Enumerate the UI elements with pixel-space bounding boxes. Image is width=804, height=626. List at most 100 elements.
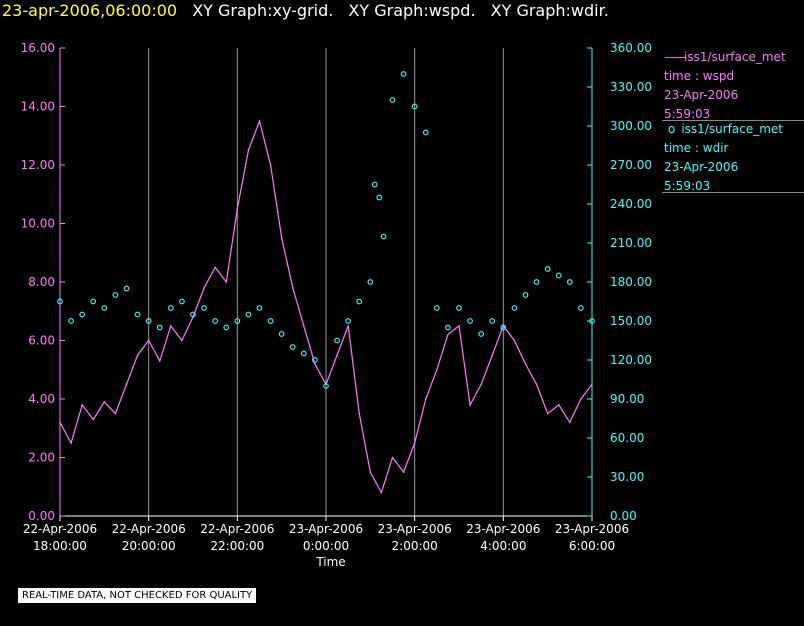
y-right-tick-label: 210.00: [610, 236, 652, 250]
wspd-point: [280, 237, 283, 239]
x-tick-date: 23-Apr-2006: [466, 522, 540, 536]
wdir-point: [179, 298, 185, 305]
x-tick-date: 23-Apr-2006: [378, 522, 452, 536]
x-tick-date: 23-Apr-2006: [289, 522, 363, 536]
wdir-point: [101, 305, 108, 311]
x-tick-time: 0:00:00: [303, 539, 349, 553]
legend-wdir-source: o iss1/surface_met: [668, 122, 783, 136]
wdir-point: [376, 194, 383, 201]
y-left-tick-label: 0.00: [28, 509, 55, 523]
legend-wdir-date: 23-Apr-2006: [664, 160, 739, 174]
wdir-point: [544, 266, 551, 272]
y-right-tick-label: 60.00: [610, 431, 644, 445]
y-right-tick-label: 150.00: [610, 314, 652, 328]
y-right-tick-label: 90.00: [610, 392, 644, 406]
y-right-tick-label: 300.00: [610, 119, 652, 133]
wdir-point: [589, 318, 595, 324]
legend-wdir-vars: time : wdir: [664, 141, 729, 155]
wdir-point: [400, 71, 407, 77]
y-left-tick-label: 8.00: [28, 275, 55, 289]
tick-labels: 22-Apr-2006 18:00:00 22-Apr-2006 20:00:00 22…: [21, 41, 652, 553]
wspd-point: [236, 208, 239, 210]
wdir-point: [389, 97, 396, 103]
y-left-tick-label: 16.00: [21, 41, 55, 55]
wspd-point: [181, 339, 183, 342]
wspd-point: [125, 383, 128, 386]
x-tick-time: 18:00:00: [33, 539, 87, 553]
y-right-tick-label: 330.00: [610, 80, 652, 94]
wdir-point: [445, 324, 451, 331]
legend-wdir-time: 5:59:03: [664, 179, 711, 193]
graph-label-grid: XY Graph:xy-grid.: [192, 1, 334, 20]
wdir-point: [245, 311, 252, 318]
wdir-point: [156, 324, 163, 331]
x-tick-date: 22-Apr-2006: [23, 522, 97, 536]
wdir-point: [79, 311, 86, 318]
x-tick-time: 22:00:00: [210, 539, 264, 553]
y-right-tick-label: 30.00: [610, 470, 644, 484]
wspd-point: [158, 360, 161, 362]
wspd-point: [580, 398, 582, 400]
wdir-point: [323, 383, 329, 389]
chart-title: 23-apr-2006,06:00:00 XY Graph:xy-grid. X…: [2, 1, 609, 20]
wdir-point: [578, 305, 584, 311]
wspd-point: [214, 266, 216, 269]
y-left-tick-label: 6.00: [28, 334, 55, 348]
wspd-point: [535, 383, 538, 386]
quality-notice: REAL-TIME DATA, NOT CHECKED FOR QUALITY: [18, 588, 257, 603]
wspd-point: [347, 325, 349, 327]
wdir-point: [345, 318, 352, 324]
wdir-point: [201, 305, 207, 311]
y-left-tick-label: 2.00: [28, 451, 55, 465]
wdir-point: [234, 318, 241, 324]
wspd-point: [569, 421, 571, 424]
legend-divider-bottom: [662, 192, 804, 193]
wspd-point: [170, 325, 172, 327]
wdir-point: [300, 350, 307, 357]
wspd-point: [546, 412, 549, 415]
wspd-point: [402, 471, 405, 473]
wdir-point: [500, 324, 507, 331]
wdir-point: [467, 318, 473, 324]
wspd-point: [557, 404, 560, 406]
wspd-point: [92, 418, 95, 421]
legend-wspd-source: ——iss1/surface_met: [664, 50, 786, 64]
y-left-tick-label: 14.00: [21, 100, 55, 114]
wdir-point: [223, 324, 230, 331]
y-right-tick-label: 180.00: [610, 275, 652, 289]
legend-divider: [662, 120, 804, 121]
wdir-point: [433, 305, 440, 311]
wspd-point: [103, 401, 106, 403]
wdir-point: [566, 279, 573, 285]
wspd-series: [59, 119, 593, 495]
wspd-point: [147, 339, 150, 342]
legend-wspd: ——iss1/surface_met time : wspd 23-Apr-20…: [664, 48, 786, 124]
legend-wspd-date: 23-Apr-2006: [664, 88, 739, 102]
wspd-point: [380, 491, 383, 494]
wdir-point: [267, 318, 274, 324]
wspd-point: [458, 325, 460, 327]
wspd-point: [59, 421, 61, 424]
wspd-point: [469, 404, 471, 406]
x-tick-time: 2:00:00: [392, 539, 438, 553]
wdir-point: [190, 311, 196, 318]
wdir-point: [112, 292, 119, 298]
graph-label-wspd: XY Graph:wspd.: [348, 1, 476, 20]
wdir-point: [511, 305, 518, 311]
wspd-point: [369, 471, 372, 473]
wdir-point: [312, 357, 318, 363]
wspd-point: [336, 354, 338, 356]
wdir-point: [411, 103, 418, 110]
wspd-point: [114, 412, 117, 415]
wdir-point: [371, 181, 378, 188]
x-tick-time: 20:00:00: [122, 539, 176, 553]
wdir-series: [57, 71, 595, 389]
y-left-tick-label: 4.00: [28, 392, 55, 406]
wspd-point: [136, 354, 139, 356]
wspd-point: [513, 339, 516, 342]
wdir-point: [334, 337, 340, 344]
wdir-point: [134, 311, 141, 318]
wdir-point: [256, 305, 263, 311]
y-right-tick-label: 270.00: [610, 158, 652, 172]
y-left-tick-label: 12.00: [21, 158, 55, 172]
